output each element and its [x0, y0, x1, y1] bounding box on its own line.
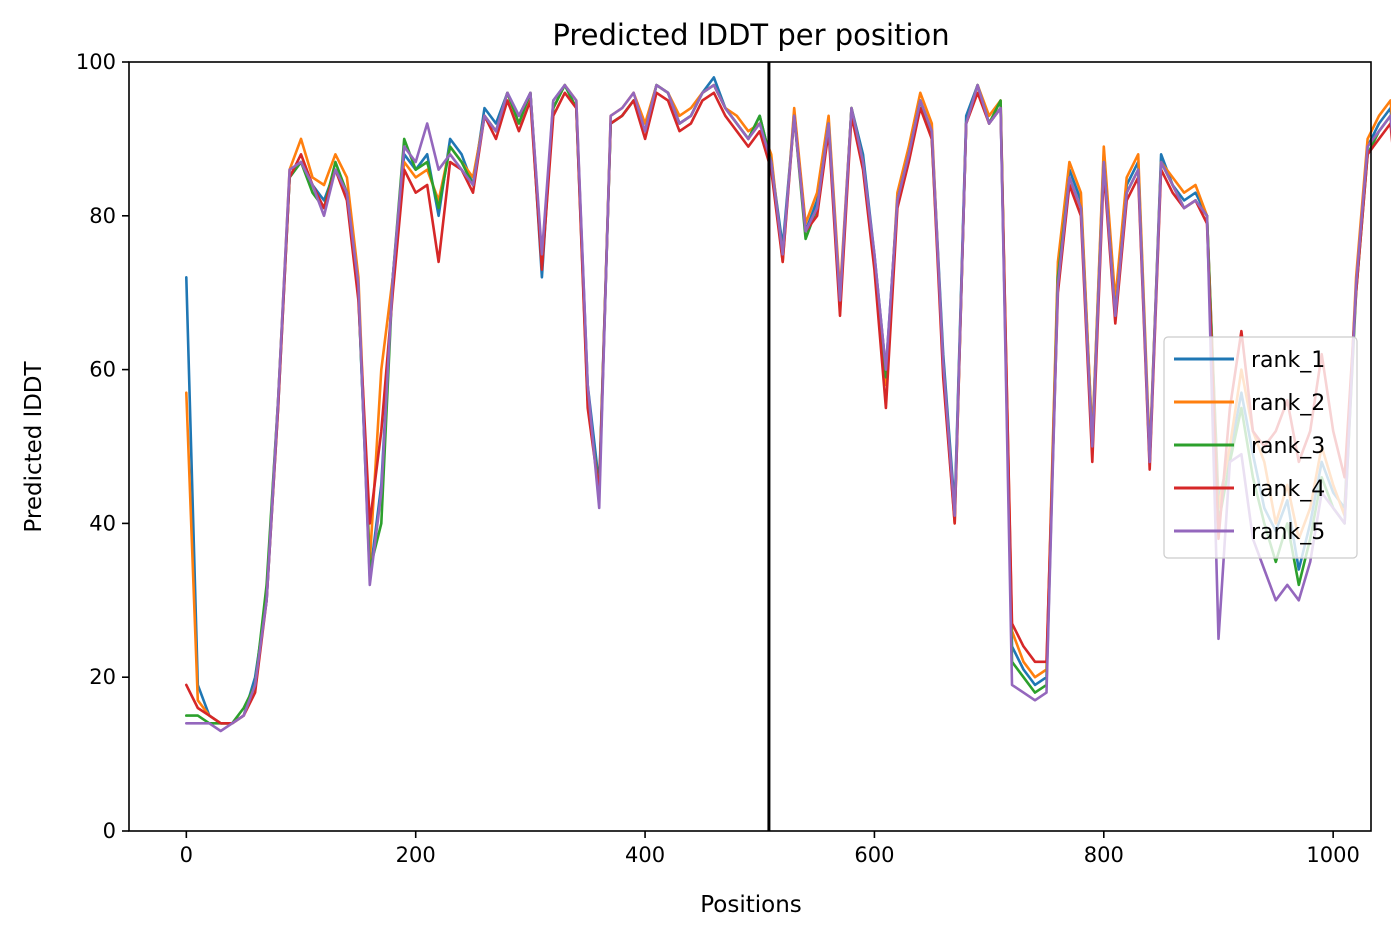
plot-frame: [128, 61, 1372, 832]
y-axis-ticks: 0 20 40 60 80 100: [76, 50, 129, 843]
legend-label-rank_2: rank_2: [1251, 391, 1325, 416]
x-tick-label: 200: [396, 843, 436, 867]
legend-label-rank_5: rank_5: [1251, 520, 1325, 545]
series-line-rank_5: [185, 83, 1391, 733]
y-tick-label: 60: [89, 358, 116, 382]
series-layer: [185, 76, 1391, 733]
y-tick-label: 80: [89, 204, 116, 228]
x-tick-label: 0: [180, 843, 193, 867]
x-axis-label: Positions: [700, 892, 802, 918]
legend: rank_1 rank_2 rank_3 rank_4 rank_5: [1163, 336, 1358, 559]
chart-title: Predicted lDDT per position: [552, 18, 949, 52]
legend-box: [1163, 336, 1358, 559]
x-tick-label: 600: [854, 843, 894, 867]
x-tick-label: 400: [625, 843, 665, 867]
legend-label-rank_1: rank_1: [1251, 348, 1325, 373]
legend-label-rank_4: rank_4: [1251, 477, 1325, 502]
x-axis-ticks: 0 200 400 600 800 1000: [180, 831, 1360, 867]
legend-label-rank_3: rank_3: [1251, 434, 1325, 459]
x-tick-label: 800: [1084, 843, 1124, 867]
y-tick-label: 100: [76, 50, 116, 74]
y-tick-label: 0: [103, 819, 116, 843]
y-tick-label: 20: [89, 665, 116, 689]
y-axis-label: Predicted lDDT: [21, 360, 47, 532]
y-tick-label: 40: [89, 511, 116, 535]
x-tick-label: 1000: [1306, 843, 1359, 867]
